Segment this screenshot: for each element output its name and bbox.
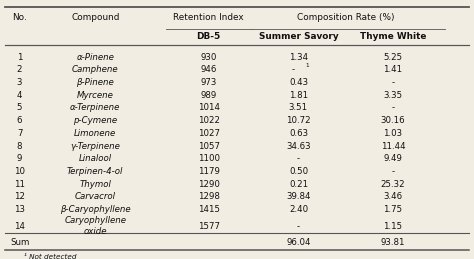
Text: 1022: 1022	[198, 116, 219, 125]
Text: 5.25: 5.25	[383, 53, 402, 62]
Text: Sum: Sum	[10, 238, 29, 247]
Text: 2.40: 2.40	[289, 205, 308, 214]
Text: 6: 6	[17, 116, 22, 125]
Text: 11.44: 11.44	[381, 142, 405, 151]
Text: 1057: 1057	[198, 142, 219, 151]
Text: Thyme White: Thyme White	[360, 32, 426, 41]
Text: 1290: 1290	[198, 180, 219, 189]
Text: 11: 11	[14, 180, 25, 189]
Text: Thymol: Thymol	[79, 180, 111, 189]
Text: 13: 13	[14, 205, 25, 214]
Text: No.: No.	[12, 13, 27, 22]
Text: Camphene: Camphene	[72, 65, 118, 74]
Text: 1.34: 1.34	[289, 53, 308, 62]
Text: 989: 989	[201, 91, 217, 100]
Text: DB-5: DB-5	[197, 32, 221, 41]
Text: 930: 930	[201, 53, 217, 62]
Text: 10: 10	[14, 167, 25, 176]
Text: p-Cymene: p-Cymene	[73, 116, 117, 125]
Text: 10.72: 10.72	[286, 116, 311, 125]
Text: Compound: Compound	[71, 13, 119, 22]
Text: -: -	[392, 78, 394, 87]
Text: -: -	[297, 154, 300, 163]
Text: 9.49: 9.49	[383, 154, 402, 163]
Text: 7: 7	[17, 129, 22, 138]
Text: Retention Index: Retention Index	[173, 13, 244, 22]
Text: 0.50: 0.50	[289, 167, 308, 176]
Text: Summer Savory: Summer Savory	[259, 32, 338, 41]
Text: β-Pinene: β-Pinene	[76, 78, 114, 87]
Text: 1100: 1100	[198, 154, 219, 163]
Text: -: -	[392, 104, 394, 112]
Text: 1.81: 1.81	[289, 91, 308, 100]
Text: 1: 1	[305, 63, 309, 68]
Text: -: -	[291, 65, 294, 74]
Text: 34.63: 34.63	[286, 142, 311, 151]
Text: 1.41: 1.41	[383, 65, 402, 74]
Text: 0.21: 0.21	[289, 180, 308, 189]
Text: α-Pinene: α-Pinene	[76, 53, 114, 62]
Text: 3: 3	[17, 78, 22, 87]
Text: 5: 5	[17, 104, 22, 112]
Text: Myrcene: Myrcene	[77, 91, 114, 100]
Text: 946: 946	[201, 65, 217, 74]
Text: Terpinen-4-ol: Terpinen-4-ol	[67, 167, 123, 176]
Text: 12: 12	[14, 192, 25, 202]
Text: 93.81: 93.81	[381, 238, 405, 247]
Text: 0.63: 0.63	[289, 129, 308, 138]
Text: 25.32: 25.32	[381, 180, 405, 189]
Text: 39.84: 39.84	[286, 192, 310, 202]
Text: 1179: 1179	[198, 167, 219, 176]
Text: 1577: 1577	[198, 222, 219, 231]
Text: 96.04: 96.04	[286, 238, 310, 247]
Text: 1.15: 1.15	[383, 222, 402, 231]
Text: 1027: 1027	[198, 129, 219, 138]
Text: -: -	[392, 167, 394, 176]
Text: 30.16: 30.16	[381, 116, 405, 125]
Text: 973: 973	[201, 78, 217, 87]
Text: 9: 9	[17, 154, 22, 163]
Text: 1298: 1298	[198, 192, 219, 202]
Text: Composition Rate (%): Composition Rate (%)	[297, 13, 394, 22]
Text: 1415: 1415	[198, 205, 219, 214]
Text: 0.43: 0.43	[289, 78, 308, 87]
Text: 1: 1	[17, 53, 22, 62]
Text: 1014: 1014	[198, 104, 219, 112]
Text: α-Terpinene: α-Terpinene	[70, 104, 120, 112]
Text: -: -	[297, 222, 300, 231]
Text: 3.35: 3.35	[383, 91, 402, 100]
Text: 1.03: 1.03	[383, 129, 402, 138]
Text: Linalool: Linalool	[79, 154, 112, 163]
Text: 3.46: 3.46	[383, 192, 402, 202]
Text: 14: 14	[14, 222, 25, 231]
Text: Caryophyllene
oxide: Caryophyllene oxide	[64, 217, 126, 236]
Text: Carvacrol: Carvacrol	[75, 192, 116, 202]
Text: ¹ Not detected: ¹ Not detected	[24, 254, 77, 259]
Text: 8: 8	[17, 142, 22, 151]
Text: Limonene: Limonene	[74, 129, 116, 138]
Text: 4: 4	[17, 91, 22, 100]
Text: γ-Terpinene: γ-Terpinene	[70, 142, 120, 151]
Text: β-Caryophyllene: β-Caryophyllene	[60, 205, 130, 214]
Text: 2: 2	[17, 65, 22, 74]
Text: 3.51: 3.51	[289, 104, 308, 112]
Text: 1.75: 1.75	[383, 205, 402, 214]
